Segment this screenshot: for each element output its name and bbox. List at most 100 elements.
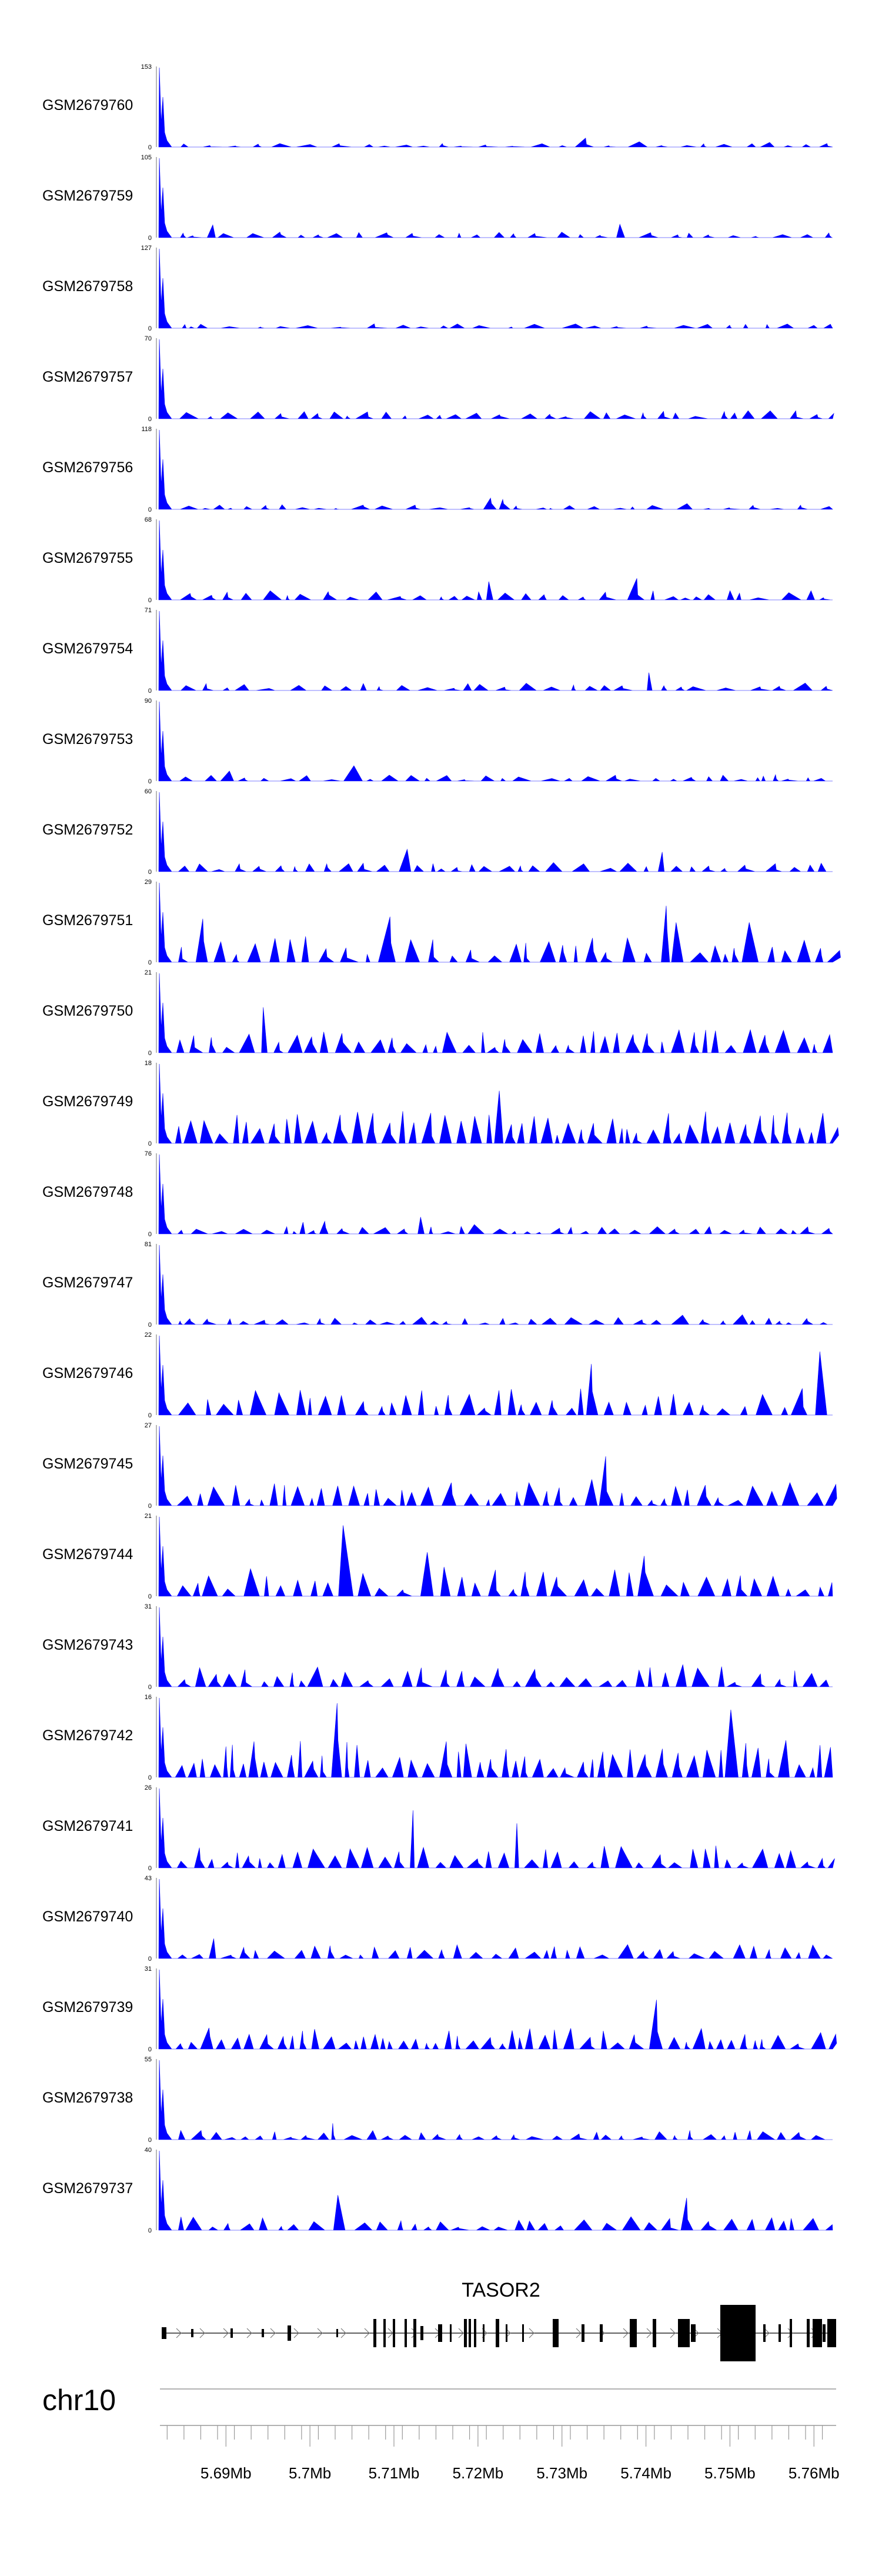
exon-block [393,2319,395,2347]
coverage-area [158,67,833,148]
exon-block [691,2324,696,2342]
track-GSM2679755: GSM2679755 68 0 [42,516,833,604]
y-max-label: 55 [145,2056,152,2063]
track-label: GSM2679743 [42,1637,133,1653]
exon-block [469,2319,471,2347]
track-GSM2679750: GSM2679750 21 0 [42,969,833,1057]
intron-arrow [576,2328,582,2338]
y-max-label: 81 [145,1241,152,1248]
y-min-label: 0 [148,235,152,242]
coverage-area [158,973,833,1053]
exon-block [420,2326,423,2340]
exon-block [383,2319,386,2347]
tick-label: 5.71Mb [369,2464,420,2482]
coverage-area [158,1607,833,1687]
track-label: GSM2679753 [42,731,133,748]
tick-label: 5.73Mb [536,2464,587,2482]
intron-arrow [176,2328,182,2338]
track-label: GSM2679748 [42,1184,133,1200]
y-min-label: 0 [148,1865,152,1872]
track-label: GSM2679747 [42,1274,133,1291]
exon-block [450,2324,452,2342]
exon-block [582,2324,584,2342]
y-min-label: 0 [148,1412,152,1419]
track-GSM2679738: GSM2679738 55 0 [42,2056,833,2144]
track-GSM2679745: GSM2679745 27 0 [42,1422,837,1510]
y-min-label: 0 [148,959,152,966]
intron-arrow [317,2328,323,2338]
intron-arrow [270,2328,276,2338]
y-min-label: 0 [148,778,152,785]
exon-block [262,2329,264,2337]
track-label: GSM2679756 [42,459,133,476]
exon-block [553,2319,559,2347]
track-GSM2679747: GSM2679747 81 0 [42,1241,833,1329]
coverage-area [158,1788,835,1868]
y-min-label: 0 [148,1231,152,1238]
track-GSM2679754: GSM2679754 71 0 [42,607,833,695]
y-max-label: 27 [145,1422,152,1429]
exon-block [464,2319,467,2347]
exon-block [336,2329,338,2337]
tick-label: 5.69Mb [201,2464,252,2482]
coverage-area [158,1426,837,1506]
y-min-label: 0 [148,1956,152,1963]
track-label: GSM2679746 [42,1365,133,1382]
track-label: GSM2679754 [42,640,133,657]
y-min-label: 0 [148,597,152,604]
intron-arrow [764,2328,770,2338]
y-min-label: 0 [148,1140,152,1147]
y-max-label: 90 [145,698,152,705]
coverage-area [158,158,833,238]
coverage-area [158,1878,833,1959]
exon-block [790,2319,792,2347]
intron-arrow [646,2328,652,2338]
coverage-area [158,1697,833,1778]
exon-block [230,2328,233,2338]
y-max-label: 105 [141,154,152,161]
exon-block [438,2324,442,2342]
y-max-label: 21 [145,1513,152,1520]
y-max-label: 40 [145,2147,152,2154]
tick-label: 5.76Mb [789,2464,840,2482]
intron-arrow [246,2328,252,2338]
intron-arrow [623,2328,629,2338]
tick-label: 5.74Mb [620,2464,671,2482]
track-GSM2679740: GSM2679740 43 0 [42,1875,833,1963]
intron-arrow [223,2328,229,2338]
track-label: GSM2679741 [42,1818,133,1834]
exon-block [288,2325,291,2341]
exon-block [496,2319,499,2347]
track-GSM2679741: GSM2679741 26 0 [42,1784,835,1872]
y-min-label: 0 [148,2046,152,2053]
track-label: GSM2679755 [42,550,133,566]
exon-block [483,2324,485,2342]
track-GSM2679759: GSM2679759 105 0 [42,154,833,242]
track-label: GSM2679757 [42,369,133,385]
track-label: GSM2679750 [42,1003,133,1019]
coverage-area [158,520,833,600]
track-label: GSM2679737 [42,2180,133,2197]
coverage-area [158,339,834,419]
y-min-label: 0 [148,1050,152,1057]
y-min-label: 0 [148,506,152,513]
exon-block [630,2319,637,2347]
exon-block [678,2319,685,2347]
track-GSM2679744: GSM2679744 21 0 [42,1513,833,1600]
y-min-label: 0 [148,144,152,151]
track-label: GSM2679740 [42,1908,133,1925]
y-max-label: 68 [145,516,152,523]
track-GSM2679742: GSM2679742 16 0 [42,1694,833,1781]
exon-block [813,2319,822,2347]
coverage-area [158,701,833,782]
track-GSM2679756: GSM2679756 118 0 [42,426,833,513]
track-label: GSM2679745 [42,1456,133,1472]
coverage-area [158,1335,833,1416]
chromosome-label: chr10 [42,2384,116,2417]
exon-block [522,2324,524,2342]
exon-block [162,2327,166,2339]
y-max-label: 26 [145,1784,152,1791]
exon-block [779,2324,781,2342]
y-max-label: 43 [145,1875,152,1882]
